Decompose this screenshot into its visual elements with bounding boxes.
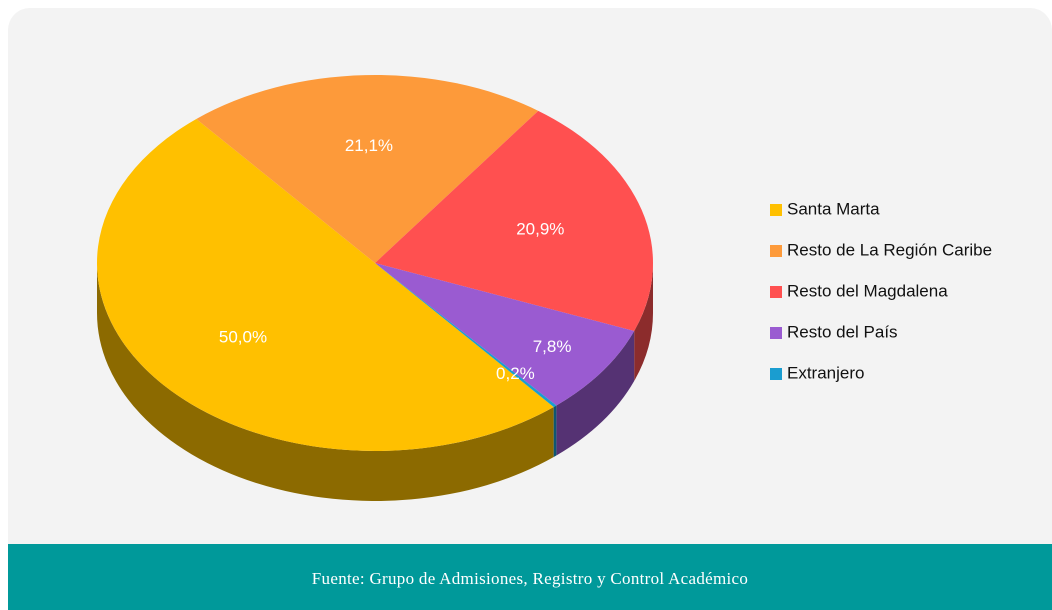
- slice: [96, 118, 554, 451]
- legend-label: Resto del Magdalena: [787, 281, 948, 300]
- legend-label: Resto de La Región Caribe: [787, 240, 992, 259]
- legend-label: Santa Marta: [787, 199, 880, 218]
- data-label: 21,1%: [345, 136, 393, 155]
- slice: [375, 263, 635, 406]
- legend-swatch: [770, 286, 782, 298]
- slice: [375, 263, 557, 408]
- legend-label: Extranjero: [787, 363, 864, 382]
- slice-side: [553, 405, 557, 458]
- data-label: 50,0%: [219, 327, 267, 346]
- legend-swatch: [770, 245, 782, 257]
- data-label: 7,8%: [533, 337, 572, 356]
- slice: [196, 74, 539, 264]
- legend-label: Resto del País: [787, 322, 898, 341]
- slice: [375, 110, 653, 331]
- legend-swatch: [770, 327, 782, 339]
- footer: [8, 544, 1052, 610]
- data-label: 20,9%: [516, 220, 564, 239]
- source: Fuente: Grupo de Admisiones, Registro y …: [312, 569, 748, 588]
- slice-side: [634, 263, 653, 381]
- slice-side: [97, 263, 554, 501]
- legend-swatch: [770, 204, 782, 216]
- slice-side: [556, 330, 635, 456]
- legend-swatch: [770, 368, 782, 380]
- data-label: 0,2%: [496, 364, 535, 383]
